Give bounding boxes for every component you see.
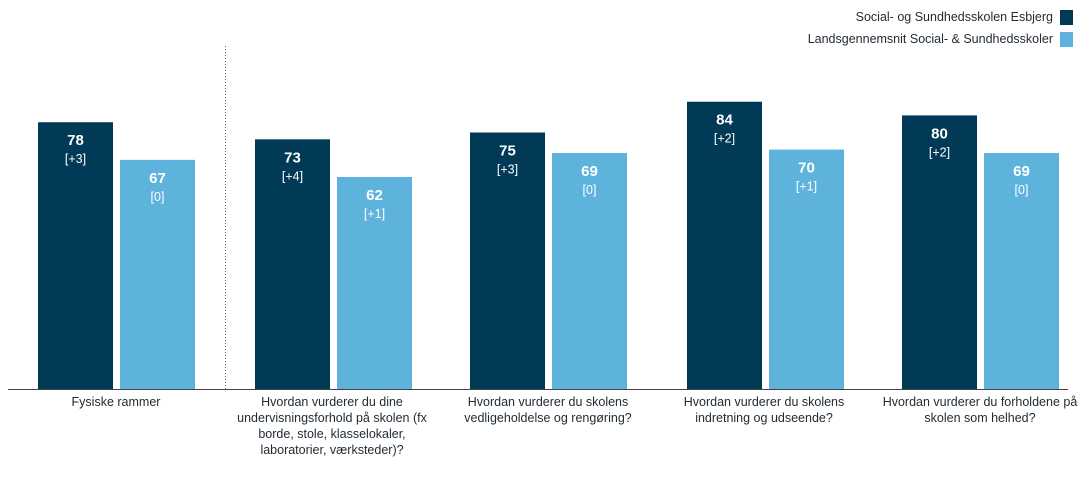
change-label-series1-cat2: [0] — [583, 183, 597, 197]
bar-series1-cat1 — [337, 176, 412, 389]
change-label-series1-cat4: [0] — [1015, 183, 1029, 197]
value-label-series0-cat3: 84 — [716, 112, 733, 129]
change-label-series0-cat1: [+4] — [282, 169, 303, 183]
category-label-fysiske-rammer: Fysiske rammer — [71, 395, 161, 409]
legend: Social- og Sundhedsskolen Esbjerg Landsg… — [808, 6, 1073, 50]
legend-label-national: Landsgennemsnit Social- & Sundhedsskoler — [807, 32, 1053, 46]
category-label-indretning: Hvordan vurderer du skolens indretning o… — [683, 395, 845, 425]
value-label-series1-cat1: 62 — [366, 187, 383, 204]
value-label-series0-cat1: 73 — [284, 149, 301, 166]
change-label-series0-cat2: [+3] — [497, 163, 518, 177]
bar-series0-cat3 — [687, 101, 762, 389]
value-label-series1-cat0: 67 — [149, 170, 166, 187]
legend-label-esbjerg: Social- og Sundhedsskolen Esbjerg — [855, 10, 1053, 24]
value-label-series1-cat2: 69 — [581, 163, 598, 180]
change-label-series1-cat3: [+1] — [796, 180, 817, 194]
change-label-series0-cat4: [+2] — [929, 145, 950, 159]
value-label-series1-cat4: 69 — [1013, 163, 1030, 180]
bar-series1-cat0 — [120, 159, 195, 389]
bar-series0-cat2 — [470, 132, 545, 389]
bar-series0-cat0 — [38, 122, 113, 390]
bar-series1-cat4 — [984, 153, 1059, 389]
legend-swatch-national — [1060, 31, 1073, 47]
value-label-series1-cat3: 70 — [798, 160, 815, 177]
change-label-series1-cat0: [0] — [151, 190, 165, 204]
bar-series1-cat2 — [552, 153, 627, 389]
category-label-helhed: Hvordan vurderer du forholdene på skolen… — [882, 395, 1078, 425]
legend-item-national: Landsgennemsnit Social- & Sundhedsskoler — [808, 28, 1073, 50]
value-label-series0-cat0: 78 — [67, 132, 84, 149]
legend-swatch-esbjerg — [1060, 9, 1073, 25]
change-label-series0-cat3: [+2] — [714, 132, 735, 146]
category-label-vedligeholdelse: Hvordan vurderer du skolens vedligeholde… — [464, 395, 632, 425]
category-label-undervisningsforhold: Hvordan vurderer du dine undervisningsfo… — [237, 395, 427, 457]
bar-series0-cat1 — [255, 139, 330, 389]
bar-series0-cat4 — [902, 115, 977, 390]
legend-item-esbjerg: Social- og Sundhedsskolen Esbjerg — [808, 6, 1073, 28]
value-label-series0-cat4: 80 — [931, 125, 948, 142]
change-label-series0-cat0: [+3] — [65, 152, 86, 166]
change-label-series1-cat1: [+1] — [364, 207, 385, 221]
bar-series1-cat3 — [769, 149, 844, 389]
value-label-series0-cat2: 75 — [499, 143, 516, 160]
